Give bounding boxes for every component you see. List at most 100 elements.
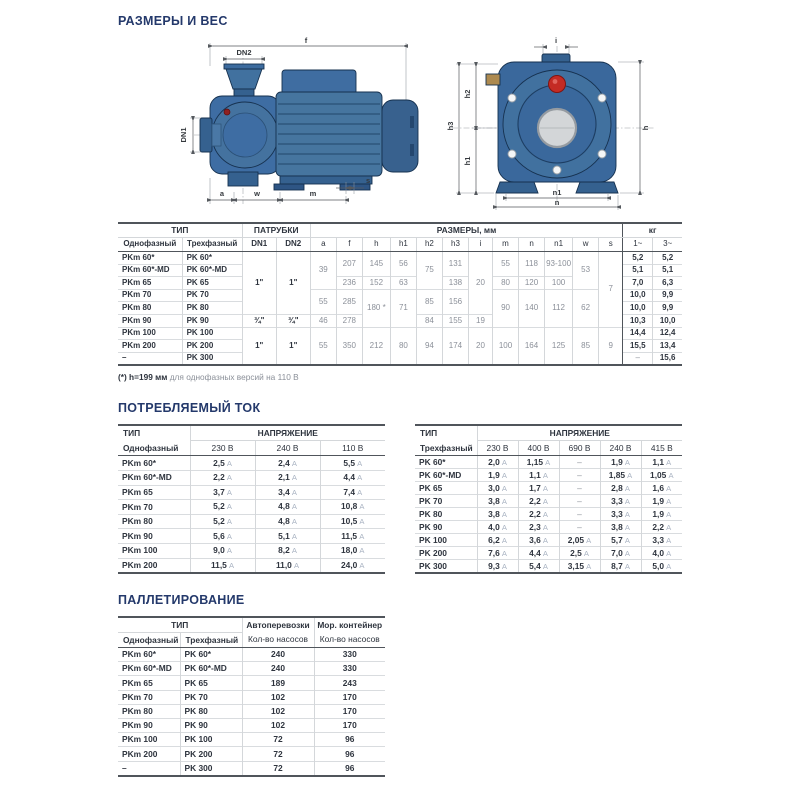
table-cell: 207 (335, 250, 363, 277)
table-row: PKm 90 PK 90 ¾" ¾" 46 278 84 155 19 10,3 10,0 (118, 313, 682, 328)
table-cell: 2,3 A (517, 520, 559, 534)
table-cell: 112 (544, 288, 573, 328)
table-cell: 1,1 A (517, 468, 559, 482)
filler-cap (548, 75, 566, 93)
table-cell: 15,5 (622, 339, 653, 353)
row-label: PK 200 (415, 546, 477, 560)
table-cell: 212 (361, 326, 391, 366)
row-label: PKm 60*-MD (118, 661, 180, 676)
left-foot (495, 181, 539, 194)
row-label: PK 100 (415, 533, 477, 547)
table-cell: 62 (572, 288, 599, 328)
table-cell: 1,1 A (640, 455, 683, 469)
table-cell: 145 (361, 250, 391, 277)
table-cell: 10,3 (622, 313, 653, 328)
table-row: PKm 60*-MD 2,2 A 2,1 A 4,4 A (118, 469, 385, 486)
table-cell: 2,1 A (254, 469, 320, 486)
table-cell: 7,0 A (599, 546, 641, 560)
table-cell: 39 (309, 251, 337, 290)
table-cell: 5,6 A (189, 528, 255, 544)
table-cell: 1,9 A (640, 494, 683, 508)
table-cell: – (558, 455, 600, 469)
section-title-dimensions: РАЗМЕРЫ И ВЕС (118, 14, 228, 28)
table-row: PK 90 4,0 A 2,3 A –3,8 A 2,2 A (415, 520, 683, 534)
table-cell: 174 (441, 326, 469, 366)
table-row: PKm 90 PK 90 102 170 (118, 718, 385, 733)
brass-fitting (485, 73, 501, 86)
table-cell: 189 (241, 675, 314, 691)
drain-plug (223, 108, 231, 116)
table-cell: 96 (313, 760, 385, 776)
table-cell: 5,1 (652, 263, 682, 277)
row-label: PK 90 (181, 313, 243, 328)
row-label: PK 200 (181, 339, 243, 353)
table-cell: 11,5 A (189, 557, 255, 574)
technical-drawings: f DN2 DN1 (118, 34, 682, 220)
fan-cover (381, 99, 419, 173)
column-header: DN1 (241, 237, 277, 252)
table-cell: 55 (309, 326, 337, 366)
column-header: Трехфазный (181, 237, 243, 252)
table-cell: 9,0 A (189, 542, 255, 558)
table-cell: 1,6 A (640, 481, 683, 495)
table-cell: 53 (572, 251, 599, 290)
table-cell: 1,9 A (476, 468, 518, 482)
table-cell: 2,2 A (517, 507, 559, 521)
dim-label-n1: n1 (553, 188, 562, 197)
table-cell: 4,0 A (640, 546, 683, 560)
column-header: i (467, 237, 493, 252)
dim-label-m: m (310, 189, 317, 198)
table-cell: 3,4 A (254, 484, 320, 500)
row-label: PK 60* (179, 647, 242, 662)
table-cell: 131 (441, 250, 469, 277)
table-cell: 3,6 A (517, 533, 559, 547)
table-cell: 3,8 A (476, 494, 518, 508)
row-label: PK 80 (181, 301, 243, 315)
column-header: h2 (415, 237, 443, 252)
table-cell: – (558, 507, 600, 521)
table-cell: 56 (389, 250, 417, 277)
table-row: PKm 70 5,2 A 4,8 A 10,8 A (118, 499, 385, 515)
table-cell: 75 (415, 251, 443, 290)
table-cell: 10,0 (652, 313, 682, 328)
table-cell: 2,8 A (599, 481, 641, 495)
table-cell: 85 (572, 326, 599, 366)
table-cell: 84 (415, 313, 443, 328)
row-label: PK 300 (415, 559, 477, 574)
table-cell: 5,2 A (189, 499, 255, 515)
table-cell: 9,9 (652, 301, 682, 315)
table-row: PKm 90 5,6 A 5,1 A 11,5 A (118, 528, 385, 544)
table-row: PKm 200 11,5 A 11,0 A 24,0 A (118, 557, 385, 574)
table-cell: 20 (467, 326, 493, 366)
table-cell: 3,3 A (599, 494, 641, 508)
table-row: PKm 60* PK 60* 1" 1" 39 207 145 56 75 131 20 55 118 9… (118, 250, 682, 328)
motor-base (279, 175, 373, 185)
column-header: Мор. контейнер (313, 617, 385, 633)
table-cell: 240 (241, 647, 314, 662)
column-header: Трехфазный (415, 440, 477, 457)
column-header: a (309, 237, 337, 252)
table-cell: – (622, 351, 653, 366)
column-header: 3~ (652, 237, 682, 252)
table-cell: 120 (518, 276, 545, 290)
table-row: PKm 80 5,2 A 4,8 A 10,5 A (118, 513, 385, 529)
row-label: PKm 60*-MD (118, 469, 190, 486)
column-header: НАПРЯЖЕНИЕ (476, 425, 683, 442)
column-header: 230 В (476, 440, 518, 457)
pump-side-view-drawing: f DN2 DN1 (179, 36, 419, 204)
dim-label-i: i (555, 36, 557, 45)
row-label: PKm 65 (118, 276, 183, 290)
table-cell: 96 (313, 746, 385, 762)
pump-foot (227, 171, 259, 187)
table-cell: 102 (241, 703, 314, 719)
table-row: PKm 70 PK 70 55 285 180 * 71 85 156 90 140 112 62 10… (118, 288, 682, 328)
row-label: PKm 80 (118, 703, 180, 719)
column-header: Кол-во насосов (313, 632, 385, 649)
table-cell: 3,15 A (558, 559, 600, 574)
table-cell: 2,05 A (558, 533, 600, 547)
table-cell: 5,0 A (640, 559, 683, 574)
table-cell: 170 (313, 703, 385, 719)
table-cell: 9,3 A (476, 559, 518, 574)
dim-label-dn2: DN2 (236, 48, 251, 57)
table-cell: 4,4 A (319, 469, 385, 486)
